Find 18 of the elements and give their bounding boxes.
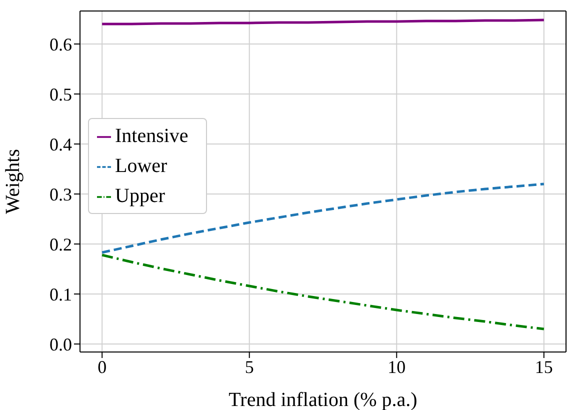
- y-tick-label: 0.0: [50, 334, 72, 354]
- x-tick-label: 5: [244, 356, 254, 377]
- y-tick-label: 0.1: [50, 284, 72, 304]
- legend-label: Upper: [115, 185, 165, 207]
- y-tick-label: 0.5: [50, 84, 72, 104]
- y-tick-label: 0.3: [50, 184, 72, 204]
- x-tick-label: 15: [534, 356, 553, 377]
- line-series: [100, 182, 546, 254]
- legend-label: Lower: [115, 155, 168, 177]
- x-tick-label: 0: [98, 356, 107, 377]
- y-tick-label: 0.6: [50, 34, 72, 54]
- x-tick-label: 10: [388, 356, 406, 377]
- y-tick-label: 0.4: [50, 134, 72, 154]
- x-axis-title: Trend inflation (% p.a.): [228, 389, 418, 410]
- legend-label: Intensive: [115, 125, 188, 147]
- line-series: [100, 254, 546, 330]
- y-tick-label: 0.2: [50, 234, 72, 254]
- y-axis-title: Weights: [2, 148, 24, 214]
